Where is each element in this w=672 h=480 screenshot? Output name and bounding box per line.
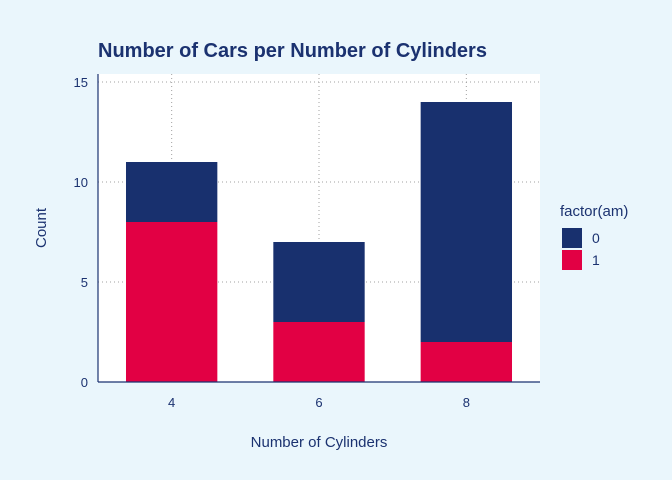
y-tick-label: 15 bbox=[74, 75, 88, 90]
y-tick-label: 0 bbox=[81, 375, 88, 390]
legend-label-0: 0 bbox=[592, 230, 600, 246]
bar-6-am1 bbox=[273, 322, 365, 382]
bar-4-am0 bbox=[125, 162, 218, 222]
y-axis-title: Count bbox=[33, 207, 50, 248]
legend-swatch-1 bbox=[562, 250, 582, 270]
x-tick-label: 6 bbox=[315, 395, 322, 410]
y-tick-label: 10 bbox=[74, 175, 88, 190]
bar-8-am1 bbox=[420, 342, 513, 382]
chart-title: Number of Cars per Number of Cylinders bbox=[98, 40, 487, 62]
bar-6-am0 bbox=[273, 242, 365, 322]
legend-title: factor(am) bbox=[560, 203, 628, 220]
x-tick-labels: 4 6 8 bbox=[168, 395, 470, 410]
legend: factor(am) 01 bbox=[560, 203, 628, 270]
bar-8-am0 bbox=[420, 102, 513, 342]
legend-items: 01 bbox=[562, 228, 600, 270]
legend-label-1: 1 bbox=[592, 252, 600, 268]
y-tick-label: 5 bbox=[81, 275, 88, 290]
y-tick-labels: 0 5 10 15 bbox=[74, 75, 88, 390]
x-tick-label: 4 bbox=[168, 395, 175, 410]
bars bbox=[125, 102, 513, 382]
x-tick-label: 8 bbox=[463, 395, 470, 410]
bar-4-am1 bbox=[125, 222, 218, 382]
legend-swatch-0 bbox=[562, 228, 582, 248]
x-axis-title: Number of Cylinders bbox=[251, 434, 388, 451]
